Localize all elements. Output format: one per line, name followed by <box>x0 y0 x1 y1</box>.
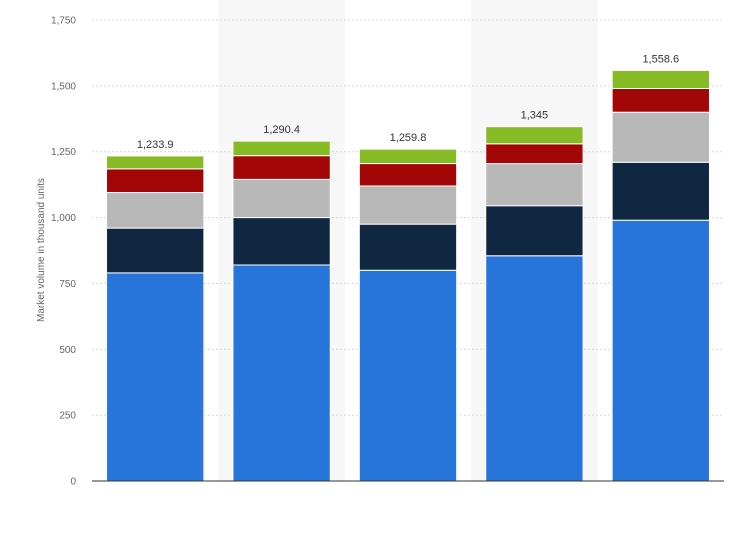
total-label: 1,345 <box>521 110 549 122</box>
total-label: 1,233.9 <box>137 139 174 151</box>
bar-segment[interactable] <box>485 163 584 207</box>
bar-segment[interactable] <box>106 227 205 274</box>
y-tick-label: 1,000 <box>51 213 76 224</box>
y-axis-title: Market volume in thousand units <box>36 178 47 322</box>
y-tick-label: 1,750 <box>51 16 76 27</box>
total-labels: 1,233.9 1,290.4 1,259.8 1,345 1,558.6 <box>137 53 679 151</box>
y-tick-label: 750 <box>59 279 76 290</box>
bar-segment[interactable] <box>232 217 331 266</box>
bar-segment[interactable] <box>485 126 584 145</box>
bar-segment[interactable] <box>232 264 331 482</box>
bar-segment[interactable] <box>358 185 458 225</box>
bar-segment[interactable] <box>232 178 331 219</box>
bar-segment[interactable] <box>106 168 205 194</box>
bar-segment[interactable] <box>106 272 205 482</box>
y-tick-label: 0 <box>70 477 76 488</box>
bar-segment[interactable] <box>106 155 205 170</box>
y-tick-label: 250 <box>59 411 76 422</box>
total-label: 1,558.6 <box>642 53 679 65</box>
bar-segment[interactable] <box>232 140 331 157</box>
bar-segment[interactable] <box>358 223 458 271</box>
bar-segment[interactable] <box>611 161 710 221</box>
bar-segment[interactable] <box>358 269 458 482</box>
bar-segment[interactable] <box>611 219 710 482</box>
y-tick-label: 500 <box>59 345 76 356</box>
bar-segment[interactable] <box>106 192 205 229</box>
y-tick-label: 1,250 <box>51 147 76 158</box>
bar-segment[interactable] <box>611 69 710 89</box>
y-tick-label: 1,500 <box>51 81 76 92</box>
bar-segments <box>106 69 710 482</box>
bar-segment[interactable] <box>485 255 584 482</box>
bar-segment[interactable] <box>358 163 458 187</box>
bar-segment[interactable] <box>611 87 710 113</box>
total-label: 1,259.8 <box>390 132 427 144</box>
bar-segment[interactable] <box>358 148 458 165</box>
bar-segment[interactable] <box>232 155 331 180</box>
bar-segment[interactable] <box>485 143 584 165</box>
bar-segment[interactable] <box>485 205 584 257</box>
total-label: 1,290.4 <box>263 124 300 136</box>
bar-segment[interactable] <box>611 111 710 163</box>
y-axis-ticks: 0 250 500 750 1,000 1,250 1,500 1,750 <box>51 16 76 488</box>
